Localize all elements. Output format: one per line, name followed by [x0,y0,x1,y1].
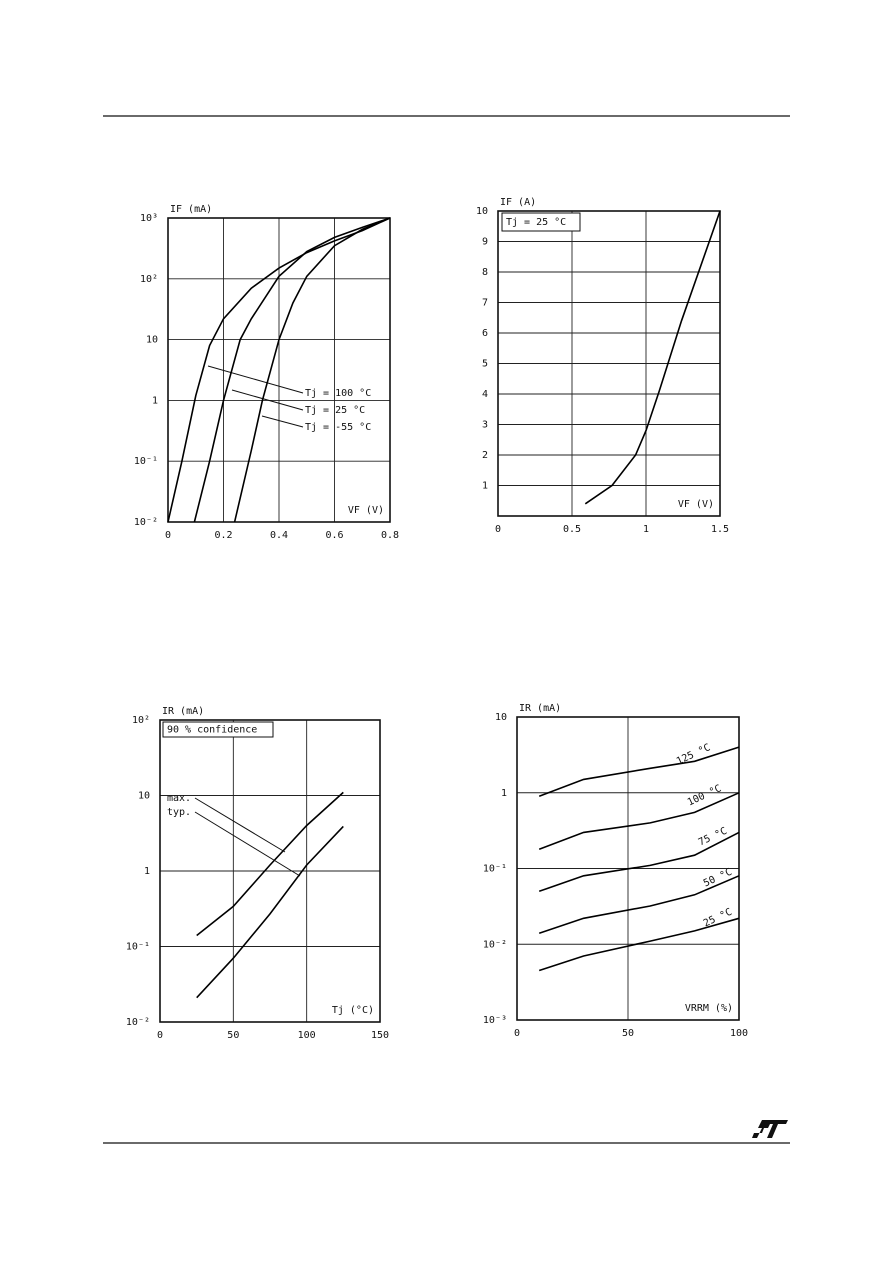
y-tick-label: 10⁻³ [483,1015,507,1026]
y-tick-label: 10³ [140,213,158,224]
plot-frame [159,719,381,1023]
y-tick-label: 10⁻² [134,517,158,528]
curve [233,217,391,523]
leader-line [231,389,304,411]
annotation-box [162,721,274,738]
y-tick-label: 10⁻¹ [126,942,150,953]
chart: 1 2 3 4 5 6 7 8 9 10 0 0.5 1 1.5 IF (A) VF (V) Tj = 25 °… [476,197,729,535]
annotation: Tj = 25 °C [506,217,566,228]
y-tick-label: 10² [132,715,150,726]
plot-frame [497,210,721,517]
y-tick-label: 10⁻¹ [134,456,158,467]
curve [538,831,740,893]
y-tick-label: 1 [152,395,158,406]
x-axis-title: Tj (°C) [332,1005,374,1016]
x-tick-label: 150 [371,1030,389,1041]
plot-frame [516,716,740,1021]
x-tick-label: 0.6 [325,530,343,541]
y-tick-label: 10⁻² [483,939,507,950]
leader-line [194,811,301,877]
curve [196,825,344,999]
curve [538,746,740,797]
plot-frame [167,217,391,523]
leader-line [207,365,304,394]
curve [538,875,740,934]
x-tick-label: 0 [495,524,501,535]
y-tick-label: 10 [476,206,488,217]
y-axis-title: IF (mA) [170,204,212,215]
x-tick-label: 1 [643,524,649,535]
series-label: Tj = -55 °C [305,422,371,433]
annotation: 90 % confidence [167,725,257,736]
y-tick-label: 5 [482,359,488,370]
x-tick-label: 0 [165,530,171,541]
curve [538,792,740,850]
curve [584,210,721,505]
y-tick-label: 1 [501,788,507,799]
x-axis-title: VF (V) [678,499,714,510]
y-tick-label: 1 [144,866,150,877]
y-axis-title: IR (mA) [162,706,204,717]
y-tick-label: 7 [482,298,488,309]
x-tick-label: 100 [730,1028,748,1039]
x-axis-title: VF (V) [348,505,384,516]
y-tick-label: 4 [482,389,488,400]
y-axis-title: IF (A) [500,197,536,208]
curve [167,217,391,523]
x-tick-label: 100 [298,1030,316,1041]
series-label: Tj = 25 °C [305,405,365,416]
y-tick-label: 8 [482,267,488,278]
y-tick-label: 10² [140,274,158,285]
leader-line [261,415,304,428]
x-tick-label: 50 [622,1028,634,1039]
x-tick-label: 0.8 [381,530,399,541]
series-label: Tj = 100 °C [305,388,371,399]
chart: 10⁻² 10⁻¹ 1 10 10² 10³ 0 0.2 0.4 0.6 0.8 IF (mA) VF … [134,204,399,541]
curve [538,917,740,972]
x-tick-label: 0 [514,1028,520,1039]
series-label: max. [167,793,191,804]
x-axis-title: VRRM (%) [685,1003,733,1014]
y-axis-title: IR (mA) [519,703,561,714]
curve [193,217,391,523]
x-tick-label: 0.2 [214,530,232,541]
x-tick-label: 0.5 [563,524,581,535]
y-tick-label: 1 [482,481,488,492]
leader-line [194,797,286,853]
st-logo [752,1120,788,1138]
series-label: typ. [167,807,191,818]
y-tick-label: 3 [482,420,488,431]
x-tick-label: 0 [157,1030,163,1041]
curve [196,791,344,937]
x-tick-label: 1.5 [711,524,729,535]
y-tick-label: 10⁻² [126,1017,150,1028]
chart: 10⁻² 10⁻¹ 1 10 10² 0 50 100 150 IR (mA) Tj (°C) 90 … [126,706,389,1041]
y-tick-label: 10⁻¹ [483,864,507,875]
y-tick-label: 10 [146,335,158,346]
y-tick-label: 10 [138,791,150,802]
x-tick-label: 0.4 [270,530,288,541]
annotation-box [501,212,581,232]
y-tick-label: 6 [482,328,488,339]
y-tick-label: 10 [495,712,507,723]
y-tick-label: 2 [482,450,488,461]
y-tick-label: 9 [482,237,488,248]
x-tick-label: 50 [227,1030,239,1041]
